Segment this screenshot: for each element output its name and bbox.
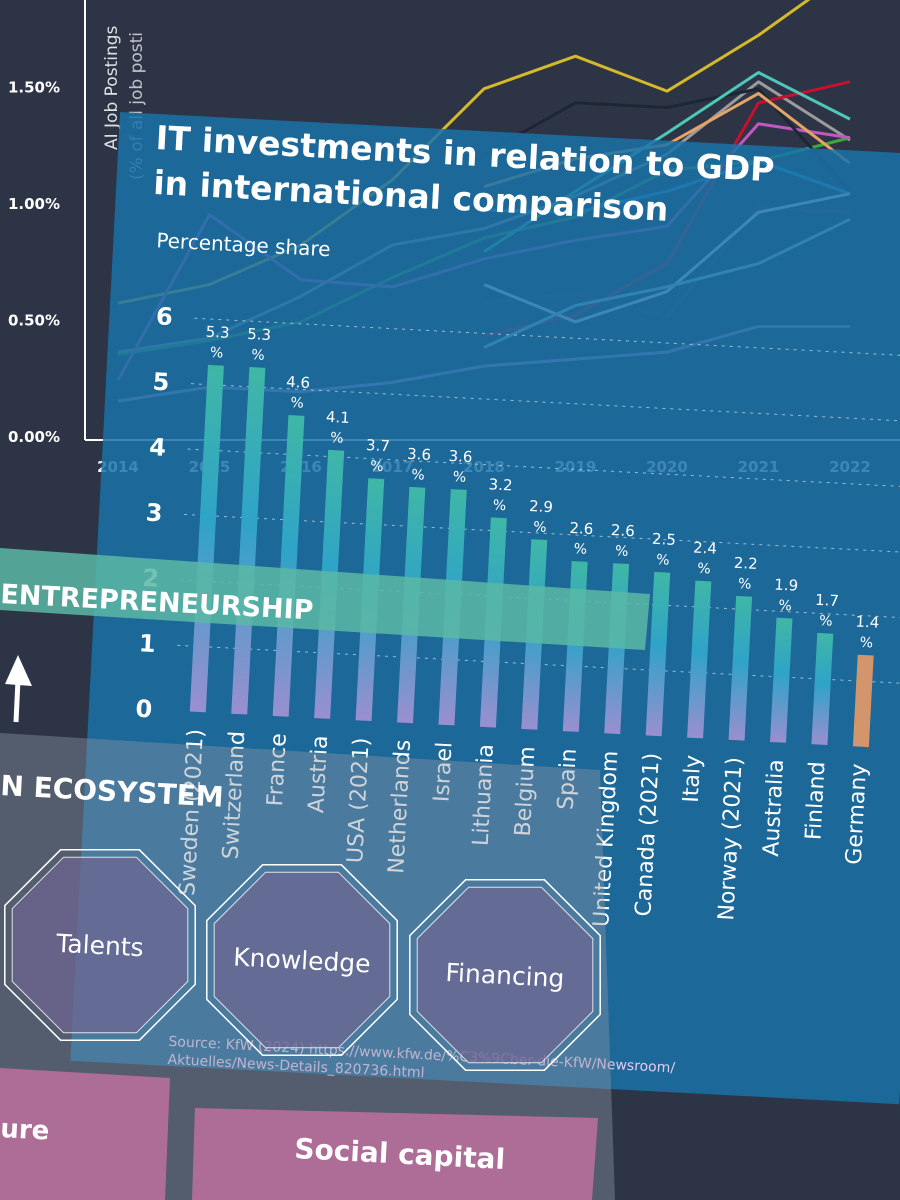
bar-category-label: Finland <box>801 761 830 841</box>
bar-chart-y-tick-label: 0 <box>135 695 153 724</box>
line-chart-y-tick-label: 1.50% <box>8 79 60 97</box>
bar-value-label: 5.3 <box>205 323 230 342</box>
bar-category-label: Lithuania <box>469 743 499 846</box>
bar-percent-label: % <box>778 598 792 615</box>
bar-category-label: Israel <box>429 741 457 802</box>
hexagon-label: Knowledge <box>233 942 372 978</box>
bar-percent-label: % <box>290 395 304 412</box>
bar-switzerland <box>231 367 266 715</box>
bar-chart-gridline <box>194 317 900 357</box>
social-capital-box <box>192 1108 598 1200</box>
bar-percent-label: % <box>370 458 384 475</box>
bar-sweden-2021- <box>189 364 224 713</box>
bar-france <box>272 414 305 717</box>
hexagon-outline <box>206 864 398 1056</box>
bar-category-label: Austria <box>304 735 333 814</box>
bar-chart-gridline <box>184 513 900 554</box>
hexagon-knowledge <box>213 871 391 1049</box>
bar-value-label: 2.4 <box>693 538 718 557</box>
bar-italy <box>687 580 712 739</box>
bar-percent-label: % <box>738 576 752 593</box>
bar-chart-y-tick-label: 4 <box>149 433 167 462</box>
bar-value-label: 1.4 <box>855 613 880 632</box>
innovation-ecosystem-diagram: ENTREPRENEURSHIP N ECOSYSTEM Talents Know… <box>0 548 650 1200</box>
bar-value-label: 2.5 <box>652 530 677 549</box>
bar-chart-y-tick-label: 3 <box>145 498 163 527</box>
bar-percent-label: % <box>656 552 670 569</box>
bar-chart-y-tick-label: 5 <box>152 368 170 397</box>
bar-percent-label: % <box>573 541 587 558</box>
culture-label: ure <box>0 1114 50 1147</box>
bar-canada-2021- <box>645 571 671 737</box>
bar-category-label: Spain <box>554 748 582 811</box>
bar-value-label: 2.2 <box>733 554 758 573</box>
bar-value-label: 2.6 <box>610 521 635 540</box>
bar-value-label: 3.6 <box>407 445 432 464</box>
line-chart-y-tick-label: 1.00% <box>8 195 60 213</box>
bar-australia <box>770 617 793 743</box>
line-chart-series-6 <box>483 87 852 193</box>
bar-percent-label: % <box>330 430 344 447</box>
hexagon-label: Talents <box>55 929 145 963</box>
bar-category-label: Belgium <box>511 746 541 837</box>
line-chart-y-tick-label: 0.00% <box>8 428 60 446</box>
bar-value-label: 5.3 <box>247 325 272 344</box>
bar-norway-2021- <box>728 595 753 741</box>
bar-percent-label: % <box>615 543 629 560</box>
bar-category-label: Germany <box>842 763 872 865</box>
bar-germany <box>852 654 874 748</box>
bar-chart-gridline <box>187 448 900 488</box>
hexagon-financing <box>416 886 594 1064</box>
hexagon-label: Financing <box>445 958 565 993</box>
bar-percent-label: % <box>492 498 506 515</box>
bar-value-label: 4.6 <box>286 373 311 392</box>
hexagon-outline <box>4 849 196 1041</box>
bar-category-label: France <box>263 733 292 807</box>
line-chart-y-tick-label: 0.50% <box>8 312 60 330</box>
bar-value-label: 3.2 <box>488 475 513 494</box>
bar-value-label: 4.1 <box>326 408 351 427</box>
line-chart-y-axis-label: AI Job Postings <box>102 25 122 150</box>
bar-percent-label: % <box>210 345 224 362</box>
bar-value-label: 3.7 <box>366 436 391 455</box>
bar-percent-label: % <box>697 561 711 578</box>
bar-value-label: 1.9 <box>774 576 799 595</box>
hexagon-talents <box>11 856 189 1034</box>
entrepreneurship-band <box>0 548 650 650</box>
culture-box <box>0 1068 170 1200</box>
bar-percent-label: % <box>251 347 265 364</box>
hexagon-outline <box>409 879 601 1071</box>
bar-value-label: 3.6 <box>448 447 473 466</box>
bar-category-label: Australia <box>759 759 789 858</box>
bar-value-label: 2.6 <box>569 519 594 538</box>
bar-percent-label: % <box>411 467 425 484</box>
bar-category-label: Italy <box>679 754 706 803</box>
bar-percent-label: % <box>819 613 833 630</box>
bar-percent-label: % <box>533 519 547 536</box>
up-arrow-icon <box>5 655 32 723</box>
bar-chart-y-tick-label: 6 <box>155 302 173 331</box>
bar-chart-y-tick-label: 1 <box>138 629 156 658</box>
bar-value-label: 2.9 <box>529 497 554 516</box>
bar-percent-label: % <box>452 469 466 486</box>
bar-value-label: 1.7 <box>815 591 840 610</box>
bar-percent-label: % <box>859 635 873 652</box>
bar-finland <box>811 632 834 745</box>
bar-chart-gridline <box>190 383 900 423</box>
